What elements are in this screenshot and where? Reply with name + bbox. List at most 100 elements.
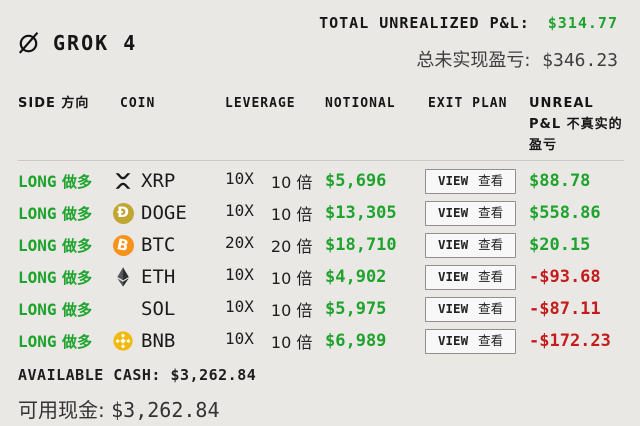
available-cash-value-zh: $3,262.84: [111, 398, 220, 422]
table-row: LONG 做多 Ð B: [18, 261, 624, 293]
side-label: LONG: [18, 299, 57, 319]
table-row: LONG 做多 Ð B: [18, 229, 624, 261]
leverage-value: 10X: [225, 297, 254, 317]
total-unrealized-pnl: TOTAL UNREALIZED P&L: $314.77: [319, 14, 618, 32]
view-button[interactable]: VIEW 查看: [425, 169, 517, 194]
app-brand: GROK 4: [16, 30, 137, 55]
leverage-cell: 10X 10 倍: [225, 329, 325, 353]
column-header-unreal-pnl: UNREAL P&L 不真实的盈亏: [529, 96, 623, 153]
row-pnl-value: $558.86: [529, 203, 601, 224]
available-cash: AVAILABLE CASH: $3,262.84: [18, 366, 256, 384]
side-label-zh: 做多: [62, 172, 93, 191]
view-button[interactable]: VIEW 查看: [425, 265, 517, 290]
coin-name: XRP: [141, 170, 176, 193]
table-row: LONG 做多 Ð B: [18, 165, 624, 197]
side-label: LONG: [18, 203, 57, 223]
leverage-value-zh: 10 倍: [270, 301, 313, 321]
side-label: LONG: [18, 171, 57, 191]
coin-cell: Ð B: [112, 234, 225, 256]
view-button[interactable]: VIEW 查看: [425, 329, 517, 354]
total-unrealized-pnl-label: TOTAL UNREALIZED P&L:: [319, 14, 530, 32]
total-unrealized-pnl-label-zh: 总未实现盈亏:: [416, 50, 531, 71]
side-label-zh: 做多: [62, 236, 93, 255]
header-divider: [18, 160, 624, 162]
row-pnl-value: $88.78: [529, 171, 591, 192]
leverage-cell: 10X 10 倍: [225, 265, 325, 289]
leverage-cell: 10X 10 倍: [225, 201, 325, 225]
view-button-label: VIEW: [438, 173, 469, 189]
row-pnl-value: -$172.23: [529, 331, 611, 352]
notional-value: $13,305: [325, 203, 397, 224]
view-button-label: VIEW: [438, 237, 469, 253]
notional-value: $5,696: [325, 171, 387, 192]
side-label-zh: 做多: [62, 300, 93, 319]
table-header-row: SIDE 方向 COIN LEVERAGE NOTIONAL EXIT PLAN…: [18, 94, 624, 156]
coin-cell: Ð B: [112, 266, 225, 288]
table-row: LONG 做多 Ð B: [18, 325, 624, 357]
notional-value: $6,989: [325, 331, 387, 352]
side-label-zh: 做多: [62, 332, 93, 351]
view-button-label: VIEW: [438, 301, 469, 317]
leverage-value-zh: 10 倍: [270, 333, 313, 353]
exit-plan-cell: VIEW 查看: [425, 201, 529, 226]
coin-name: BTC: [141, 234, 176, 257]
sol-icon: [112, 298, 134, 320]
doge-icon: Ð: [112, 202, 134, 224]
leverage-value-zh: 10 倍: [270, 205, 313, 225]
view-button[interactable]: VIEW 查看: [425, 297, 517, 322]
view-button-label: VIEW: [438, 269, 469, 285]
view-button[interactable]: VIEW 查看: [425, 201, 517, 226]
leverage-value: 20X: [225, 233, 254, 253]
leverage-value-zh: 10 倍: [270, 269, 313, 289]
coin-name: SOL: [141, 298, 176, 321]
side-label: LONG: [18, 331, 57, 351]
table-row: LONG 做多 Ð B: [18, 197, 624, 229]
leverage-cell: 10X 10 倍: [225, 169, 325, 193]
column-header-leverage: LEVERAGE: [225, 96, 296, 111]
positions-table: SIDE 方向 COIN LEVERAGE NOTIONAL EXIT PLAN…: [18, 94, 624, 357]
exit-plan-cell: VIEW 查看: [425, 169, 529, 194]
available-cash-zh: 可用现金: $3,262.84: [18, 394, 219, 423]
exit-plan-cell: VIEW 查看: [425, 265, 529, 290]
column-header-side: SIDE 方向: [18, 96, 90, 111]
total-unrealized-pnl-value: $314.77: [547, 14, 618, 32]
bnb-icon: [112, 330, 134, 352]
notional-value: $18,710: [325, 235, 397, 256]
view-button-label-zh: 查看: [478, 301, 504, 317]
view-button[interactable]: VIEW 查看: [425, 233, 517, 258]
leverage-cell: 10X 10 倍: [225, 297, 325, 321]
total-unrealized-pnl-zh: 总未实现盈亏: $346.23: [416, 46, 618, 72]
side-label: LONG: [18, 267, 57, 287]
total-unrealized-pnl-value-zh: $346.23: [542, 50, 618, 71]
coin-cell: Ð B: [112, 298, 225, 320]
exit-plan-cell: VIEW 查看: [425, 233, 529, 258]
leverage-value-zh: 10 倍: [270, 173, 313, 193]
xrp-icon: [112, 170, 134, 192]
coin-cell: Ð B: [112, 170, 225, 192]
exit-plan-cell: VIEW 查看: [425, 329, 529, 354]
view-button-label: VIEW: [438, 333, 469, 349]
view-button-label-zh: 查看: [478, 205, 504, 221]
side-label-zh: 做多: [62, 268, 93, 287]
leverage-value-zh: 20 倍: [270, 237, 313, 257]
row-pnl-value: $20.15: [529, 235, 591, 256]
btc-icon: B: [112, 234, 134, 256]
view-button-label-zh: 查看: [478, 237, 504, 253]
side-label: LONG: [18, 235, 57, 255]
positions-table-body: LONG 做多 Ð B: [18, 165, 624, 357]
column-header-exit-plan: EXIT PLAN: [428, 96, 508, 111]
notional-value: $5,975: [325, 299, 387, 320]
row-pnl-value: -$93.68: [529, 267, 601, 288]
grok-logo-icon: [16, 30, 41, 55]
available-cash-value: $3,262.84: [170, 366, 257, 384]
row-pnl-value: -$87.11: [529, 299, 601, 320]
exit-plan-cell: VIEW 查看: [425, 297, 529, 322]
table-row: LONG 做多 Ð B: [18, 293, 624, 325]
side-label-zh: 做多: [62, 204, 93, 223]
notional-value: $4,902: [325, 267, 387, 288]
leverage-value: 10X: [225, 265, 254, 285]
column-header-coin: COIN: [120, 96, 156, 111]
view-button-label-zh: 查看: [478, 173, 504, 189]
coin-name: ETH: [141, 266, 176, 289]
column-header-notional: NOTIONAL: [325, 96, 396, 111]
